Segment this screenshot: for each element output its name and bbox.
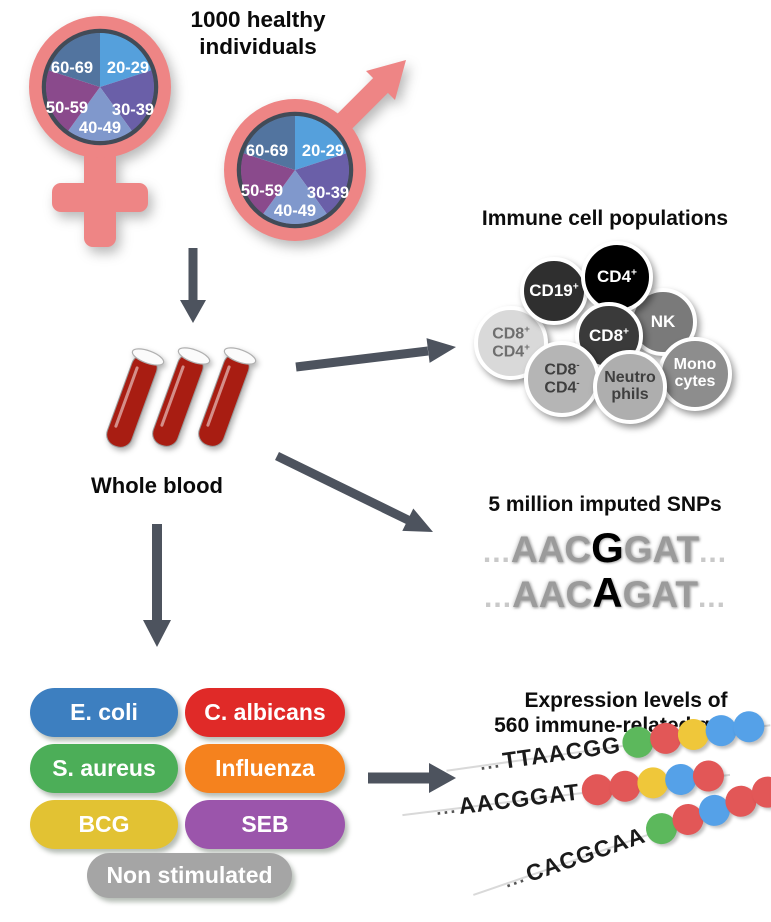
age-label-40-49: 40-49 [274,202,316,220]
arrow-stimuli-to-expression [368,763,456,793]
gene-dot [635,765,670,801]
cell-monocytes: Mono cytes [658,337,732,411]
blood-tube [106,348,165,448]
arrow-blood-to-stimuli [143,524,171,647]
pie-slice-40-49 [68,87,132,142]
pie-slice-50-59 [240,153,295,214]
gene-dot [731,709,767,745]
snp-variant-allele: A [592,569,623,616]
cell-label: CD8 [492,325,525,343]
pie-slice-20-29 [100,33,152,87]
stimulus-seb: SEB [185,800,345,849]
title-line1: 1000 healthy [190,7,326,32]
stimulus-bcg: BCG [30,800,178,849]
age-label-60-69: 60-69 [246,142,288,160]
stimulus-influenza: Influenza [185,744,345,793]
age-label-50-59: 50-59 [241,182,283,200]
pie-slice-40-49 [263,170,327,225]
arrow-blood-to-immune-cells [295,338,456,372]
cell-neutrophils: Neutro phils [593,350,667,424]
ellipsis: ... [482,536,511,569]
age-label-20-29: 20-29 [302,142,344,160]
title-line2: individuals [199,34,317,60]
age-label-20-29: 20-29 [107,59,149,77]
ellipsis: ... [699,536,728,569]
cell-label: NK [650,312,676,332]
ellipsis: ... [478,751,503,774]
stimulus-calbicans: C. albicans [185,688,345,737]
immune-cells-title: Immune cell populations [481,207,729,230]
ellipsis: ... [434,796,459,819]
gene-dot [690,758,726,794]
page-title: 1000 healthy individuals [168,6,348,61]
stimulus-saureus: S. aureus [30,744,178,793]
cell-label: CD8 [589,326,624,346]
blood-tube [198,347,257,447]
whole-blood-label: Whole blood [91,473,223,498]
arrow-blood-to-snps [275,451,433,532]
snp-sequence-ref: ...AACGGAT... [482,524,728,571]
cell-cd8cd4-double-negative: CD8- CD4- [524,341,600,417]
pie-slice-20-29 [295,116,347,170]
ellipsis: ... [484,581,513,614]
snp-variant-allele: G [591,524,624,571]
male-age-pie: 20-29 30-39 40-49 50-59 60-69 [240,116,350,225]
pie-slice-30-39 [100,70,155,131]
snps-title: 5 million imputed SNPs [488,493,722,516]
female-age-pie: 20-29 30-39 40-49 50-59 60-69 [45,33,155,142]
cell-label: CD4 [597,267,632,287]
age-label-60-69: 60-69 [51,59,93,77]
pie-slice-60-69 [243,116,295,170]
female-pie-border [41,28,159,146]
snp-sequences: ...AACGGAT... ...AACAGAT... [440,524,770,616]
blood-tubes [106,347,257,448]
cell-label: CD8 [544,361,577,379]
cell-cd19: CD19+ [520,257,588,325]
cell-label: Mono [673,356,717,374]
stimulus-ecoli: E. coli [30,688,178,737]
cell-label: CD19 [529,281,573,301]
cell-label: Neutro [604,369,656,387]
male-pie-border [236,111,354,229]
age-label-30-39: 30-39 [307,184,349,202]
age-label-30-39: 30-39 [112,101,154,119]
ellipsis: ... [697,581,726,614]
age-label-40-49: 40-49 [79,119,121,137]
female-symbol: 20-29 30-39 40-49 50-59 60-69 [29,16,171,247]
pie-slice-60-69 [48,33,100,87]
pie-slice-50-59 [45,70,100,131]
male-symbol: 20-29 30-39 40-49 50-59 60-69 [224,60,406,241]
pie-slice-30-39 [295,153,350,214]
age-label-50-59: 50-59 [46,99,88,117]
stimulus-non-stimulated: Non stimulated [87,853,292,898]
snp-sequence-alt: ...AACAGAT... [484,569,726,616]
female-cross-horizontal [52,183,148,212]
male-arrow-head [366,60,406,100]
blood-tube [152,347,211,447]
immune-cells-cluster: CD8+ CD4+ CD19+ NK CD4+ Mono cytes CD8+ … [460,236,765,436]
arrow-individuals-to-blood [180,248,206,323]
